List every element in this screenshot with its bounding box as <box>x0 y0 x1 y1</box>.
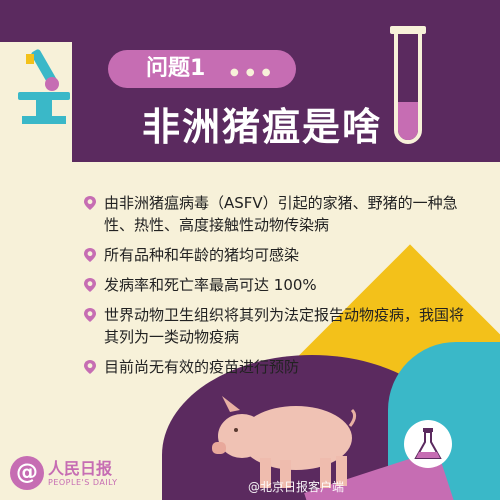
location-pin-icon <box>84 278 96 292</box>
list-item: 世界动物卫生组织将其列为法定报告动物疫病，我国将其列为一类动物疫病 <box>82 304 467 348</box>
logo-chinese: 人民日报 <box>48 458 113 478</box>
list-item: 目前尚无有效的疫苗进行预防 <box>82 356 467 378</box>
list-item-text: 发病率和死亡率最高可达 100% <box>104 276 317 294</box>
question-dots: ● ● ● <box>230 67 273 78</box>
question-label: 问题1 <box>108 50 296 88</box>
list-item: 发病率和死亡率最高可达 100% <box>82 274 467 296</box>
list-item-text: 由非洲猪瘟病毒（ASFV）引起的家猪、野猪的一种急性、热性、高度接触性动物传染病 <box>104 194 458 234</box>
list-item-text: 世界动物卫生组织将其列为法定报告动物疫病，我国将其列为一类动物疫病 <box>104 306 465 346</box>
pig-image <box>212 396 357 488</box>
logo-text: 人民日报 PEOPLE'S DAILY <box>48 458 118 487</box>
location-pin-icon <box>84 360 96 374</box>
content-list: 由非洲猪瘟病毒（ASFV）引起的家猪、野猪的一种急性、热性、高度接触性动物传染病… <box>82 192 467 386</box>
list-item: 由非洲猪瘟病毒（ASFV）引起的家猪、野猪的一种急性、热性、高度接触性动物传染病 <box>82 192 467 236</box>
list-item: 所有品种和年龄的猪均可感染 <box>82 244 467 266</box>
location-pin-icon <box>84 248 96 262</box>
list-item-text: 目前尚无有效的疫苗进行预防 <box>104 358 300 376</box>
location-pin-icon <box>84 308 96 322</box>
page-title: 非洲猪瘟是啥 <box>142 105 383 149</box>
logo-english: PEOPLE'S DAILY <box>48 477 118 487</box>
people-daily-logo: @ 人民日报 PEOPLE'S DAILY <box>10 456 117 490</box>
flask-icon <box>414 428 442 459</box>
location-pin-icon <box>84 196 96 210</box>
microscope-icon <box>18 49 70 124</box>
logo-at-icon: @ <box>10 456 44 490</box>
watermark: @北京日报客户端 <box>248 480 345 494</box>
test-tube-icon <box>390 26 426 144</box>
list-item-text: 所有品种和年龄的猪均可感染 <box>104 246 300 264</box>
flask-badge <box>404 420 452 468</box>
